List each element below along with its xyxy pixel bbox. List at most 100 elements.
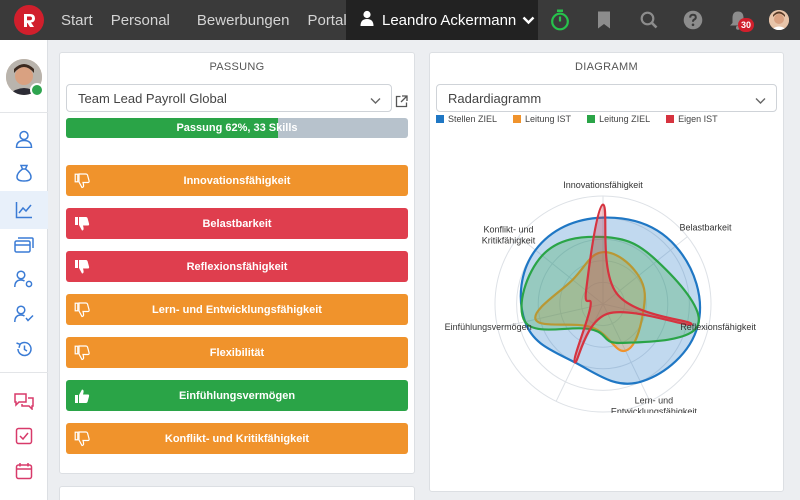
legend-swatch [513, 115, 522, 123]
skill-button[interactable]: Einfühlungsvermögen [66, 380, 408, 411]
top-navigation-bar: Start Personal Bewerbungen Portal Leandr… [0, 0, 800, 40]
person-profile-icon[interactable] [13, 128, 35, 150]
user-menu-button[interactable]: Leandro Ackermann [346, 0, 538, 40]
skill-label: Flexibilität [209, 346, 265, 359]
radar-axis-label-line: Flexibilität [528, 411, 569, 413]
radar-axis-label-line: Einfühlungsvermögen [445, 322, 532, 332]
radar-axis-label: Innovationsfähigkeit [563, 180, 643, 190]
chart-legend: Stellen ZIEL Leitung IST Leitung ZIEL Eigen… [436, 114, 734, 124]
help-icon[interactable] [682, 9, 704, 31]
legend-swatch [666, 115, 675, 123]
legend-swatch [587, 115, 596, 123]
legend-label: Stellen ZIEL [448, 114, 498, 124]
radar-axis-label: Flexibilität [528, 411, 569, 413]
user-avatar[interactable] [769, 10, 789, 30]
thumbs-down-outline-icon [74, 431, 90, 447]
history-icon[interactable] [13, 338, 35, 360]
person-icon [360, 10, 374, 30]
nav-start[interactable]: Start [61, 11, 93, 29]
legend-item[interactable]: Leitung IST [513, 114, 571, 124]
legend-item[interactable]: Leitung ZIEL [587, 114, 650, 124]
stopwatch-icon[interactable] [549, 9, 571, 31]
radar-axis-label: Konflikt- und Kritikfähigkeit [482, 225, 536, 246]
sidebar [0, 40, 48, 500]
legend-label: Leitung ZIEL [599, 114, 651, 124]
radar-axis-label: Belastbarkeit [679, 223, 732, 233]
radar-grid-spoke [518, 236, 604, 305]
fit-progress-bar: Passung 62%, 33 Skills [66, 118, 408, 138]
skill-button[interactable]: Innovationsfähigkeit [66, 165, 408, 196]
skill-button[interactable]: Konflikt- und Kritikfähigkeit [66, 423, 408, 454]
fit-progress-fill [66, 118, 279, 138]
radar-axis-label-line: Entwicklungsfähigkeit [611, 406, 698, 413]
skill-label: Konflikt- und Kritikfähigkeit [164, 432, 310, 445]
nav-bewerbungen[interactable]: Bewerbungen [196, 11, 290, 29]
chevron-down-icon [522, 12, 535, 29]
radar-axis-label: Lern- und Entwicklungsfähigkeit [611, 395, 698, 413]
employee-avatar[interactable] [6, 59, 44, 97]
checkbox-icon[interactable] [13, 425, 35, 447]
radar-grid-spoke [602, 303, 651, 402]
bag-icon[interactable] [13, 162, 35, 184]
fit-panel-title: PASSUNG [209, 61, 265, 73]
legend-label: Leitung IST [525, 114, 572, 124]
fit-panel: PASSUNG Team Lead Payroll Global Passung… [59, 52, 415, 474]
thumbs-down-outline-icon [74, 302, 90, 318]
chart-panel: DIAGRAMM Radardiagramm Stellen ZIEL Leitu… [429, 52, 784, 492]
sidebar-divider [0, 112, 48, 113]
legend-item[interactable]: Eigen IST [666, 114, 718, 124]
chat-icon[interactable] [13, 390, 35, 412]
skill-button[interactable]: Flexibilität [66, 337, 408, 368]
chart-type-select-value: Radardiagramm [448, 90, 542, 106]
notification-badge: 30 [738, 18, 755, 32]
radar-axis-label-line: Kritikfähigkeit [482, 236, 536, 246]
skill-button[interactable]: Belastbarkeit [66, 208, 408, 239]
sidebar-divider [0, 372, 48, 373]
online-status-icon [30, 83, 44, 97]
thumbs-down-icon [74, 259, 90, 275]
chevron-down-icon [755, 93, 766, 108]
external-link-icon[interactable] [395, 95, 409, 109]
app-logo[interactable] [14, 5, 44, 35]
chart-type-select[interactable]: Radardiagramm [436, 84, 777, 112]
nav-personal[interactable]: Personal [110, 11, 170, 29]
chart-line-icon[interactable] [0, 191, 48, 229]
radar-series-area [573, 203, 693, 364]
radar-axis-label-line: Lern- und [635, 395, 674, 405]
calendar-icon[interactable] [13, 460, 35, 482]
radar-chart: Innovationsfähigkeit Belastbarkeit Reflexi… [445, 180, 757, 413]
thumbs-down-outline-icon [74, 345, 90, 361]
radar-axis-label: Reflexionsfähigkeit [680, 322, 756, 332]
radar-axis-label-line: Belastbarkeit [679, 223, 732, 233]
fit-progress-label: Passung 62%, 33 Skills [176, 122, 298, 134]
skill-label: Einfühlungsvermögen [178, 389, 296, 402]
radar-axis-label-line: Reflexionsfähigkeit [680, 322, 756, 332]
radar-axis-label-line: Konflikt- und [484, 225, 534, 235]
thumbs-down-outline-icon [74, 173, 90, 189]
radar-axis-label-line: Innovationsfähigkeit [563, 180, 643, 190]
chevron-down-icon [370, 93, 381, 108]
skill-label: Lern- und Entwicklungsfähigkeit [152, 303, 322, 316]
radar-grid-spoke [497, 303, 604, 329]
nav-portal[interactable]: Portal [307, 11, 347, 29]
skill-button[interactable]: Reflexionsfähigkeit [66, 251, 408, 282]
bookmark-icon[interactable] [593, 9, 615, 31]
skill-label: Belastbarkeit [202, 217, 272, 230]
thumbs-down-icon [74, 216, 90, 232]
user-check-icon[interactable] [13, 303, 35, 325]
user-settings-icon[interactable] [13, 268, 35, 290]
position-select-value: Team Lead Payroll Global [78, 90, 227, 106]
skill-label: Innovationsfähigkeit [183, 174, 291, 187]
legend-swatch [436, 115, 444, 123]
chart-panel-title: DIAGRAMM [575, 61, 638, 73]
position-select[interactable]: Team Lead Payroll Global [66, 84, 392, 112]
thumbs-up-icon [74, 388, 90, 404]
legend-label: Eigen IST [678, 114, 718, 124]
lower-panel [59, 486, 415, 500]
search-icon[interactable] [638, 9, 660, 31]
cards-icon[interactable] [13, 234, 35, 256]
user-name: Leandro Ackermann [382, 11, 517, 29]
skill-label: Reflexionsfähigkeit [186, 260, 288, 273]
skill-button[interactable]: Lern- und Entwicklungsfähigkeit [66, 294, 408, 325]
legend-item[interactable]: Stellen ZIEL [436, 114, 497, 124]
